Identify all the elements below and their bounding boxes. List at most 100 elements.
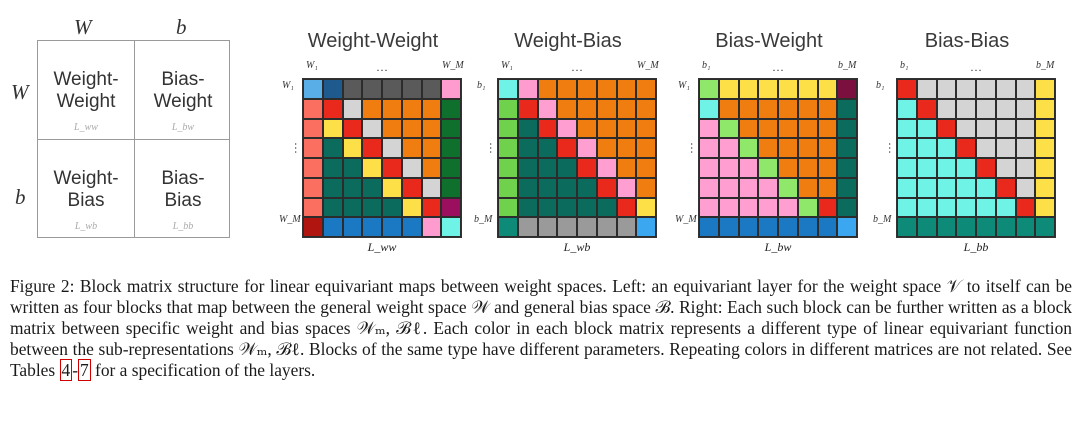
table-ref-4[interactable]: 4 <box>59 359 73 381</box>
matrix-cell <box>976 197 996 218</box>
caption-text-end: for a specification of the layers. <box>90 360 316 380</box>
matrix-cell <box>778 217 798 237</box>
matrix-cell <box>498 79 518 99</box>
side-ellipsis: … <box>487 142 501 152</box>
matrix-cell <box>557 197 577 218</box>
matrix-cell <box>557 158 577 178</box>
matrix-bias-weight: Bias-Weight b₁ … b_M W₁ … W_M L_bw <box>674 0 864 260</box>
col-label-w: W <box>74 15 92 39</box>
matrix-cell <box>636 138 656 158</box>
matrix-cell <box>636 118 656 139</box>
matrix-cell <box>837 158 857 178</box>
cell-sublabel: L_bw <box>171 122 195 133</box>
matrix-cell <box>322 118 343 139</box>
matrix-cell <box>382 138 402 158</box>
matrix-cell <box>817 158 838 178</box>
matrix-cell <box>362 197 382 218</box>
matrix-cell <box>916 197 937 218</box>
matrix-cell <box>936 79 957 99</box>
matrix-cell <box>738 177 759 198</box>
matrix-cell <box>636 197 656 218</box>
matrix-cell <box>936 138 957 158</box>
matrix-cell <box>322 177 343 198</box>
matrix-cell <box>1015 217 1036 237</box>
matrix-cell <box>936 98 957 119</box>
matrix-cell <box>421 98 442 119</box>
matrix-cell <box>1015 118 1036 139</box>
matrix-cell <box>616 118 637 139</box>
matrix-cell <box>303 197 323 218</box>
matrix-cell <box>778 98 798 119</box>
matrix-cell <box>382 158 402 178</box>
matrix-xlabel: L_bw <box>764 240 792 254</box>
matrix-cell <box>758 158 778 178</box>
matrix-cell <box>837 177 857 198</box>
matrix-cell <box>718 138 739 158</box>
matrix-cell <box>699 197 719 218</box>
matrix-cell <box>362 177 382 198</box>
matrix-xlabel: L_bb <box>963 240 989 254</box>
matrix-cell <box>441 177 461 198</box>
matrix-cell <box>557 98 577 119</box>
side-ellipsis: … <box>886 142 900 152</box>
matrix-cell <box>936 177 957 198</box>
matrix-cell <box>596 79 617 99</box>
matrix-cell <box>498 197 518 218</box>
side-label-last: W_M <box>279 214 301 225</box>
matrix-cell <box>557 118 577 139</box>
matrix-cell <box>758 79 778 99</box>
matrix-cell <box>382 98 402 119</box>
table-ref-7[interactable]: 7 <box>78 359 91 381</box>
matrix-cell <box>537 177 558 198</box>
matrix-cell <box>441 158 461 178</box>
matrix-cell <box>498 217 518 237</box>
matrix-cell <box>596 217 617 237</box>
matrix-cell <box>897 177 917 198</box>
matrix-cell <box>441 79 461 99</box>
matrix-cell <box>1015 138 1036 158</box>
matrix-cell <box>1035 138 1055 158</box>
matrix-cell <box>537 138 558 158</box>
matrix-cell <box>421 197 442 218</box>
matrix-cell <box>577 197 597 218</box>
matrix-cell <box>517 79 538 99</box>
matrix-cell <box>498 138 518 158</box>
top-label-first: W₁ <box>306 60 318 71</box>
matrix-cell <box>778 197 798 218</box>
side-label-first: W₁ <box>678 80 690 91</box>
matrix-cell <box>837 217 857 237</box>
matrix-cell <box>421 177 442 198</box>
matrix-cell <box>303 158 323 178</box>
matrix-cell <box>758 98 778 119</box>
matrix-cell <box>421 217 442 237</box>
matrix-cell <box>797 118 818 139</box>
matrix-cell <box>342 158 363 178</box>
matrix-cell <box>956 79 976 99</box>
matrix-cell <box>342 98 363 119</box>
matrix-cell <box>837 118 857 139</box>
matrix-cell <box>577 177 597 198</box>
matrix-cell <box>303 118 323 139</box>
matrix-cell <box>956 158 976 178</box>
matrix-cell <box>537 217 558 237</box>
matrix-cell <box>699 158 719 178</box>
matrix-cell <box>577 79 597 99</box>
matrix-cell <box>401 197 422 218</box>
matrix-cell <box>1035 79 1055 99</box>
matrix-cell <box>995 158 1016 178</box>
matrix-cell <box>596 158 617 178</box>
matrix-cell <box>995 217 1016 237</box>
matrix-cell <box>498 177 518 198</box>
matrix-cell <box>916 217 937 237</box>
matrix-cell <box>1015 197 1036 218</box>
matrix-cell <box>342 177 363 198</box>
matrix-cell <box>976 217 996 237</box>
top-label-last: W_M <box>637 60 659 71</box>
matrix-cell <box>537 158 558 178</box>
matrix-cell <box>758 177 778 198</box>
matrix-bias-bias: Bias-Bias b₁ … b_M b₁ … b_M L_bb <box>872 0 1062 260</box>
matrix-cell <box>995 98 1016 119</box>
cell-bias-weight: Bias- Weight L_bw <box>135 41 231 139</box>
cell-label: Bias- Bias <box>161 168 205 211</box>
matrix-cell <box>936 118 957 139</box>
